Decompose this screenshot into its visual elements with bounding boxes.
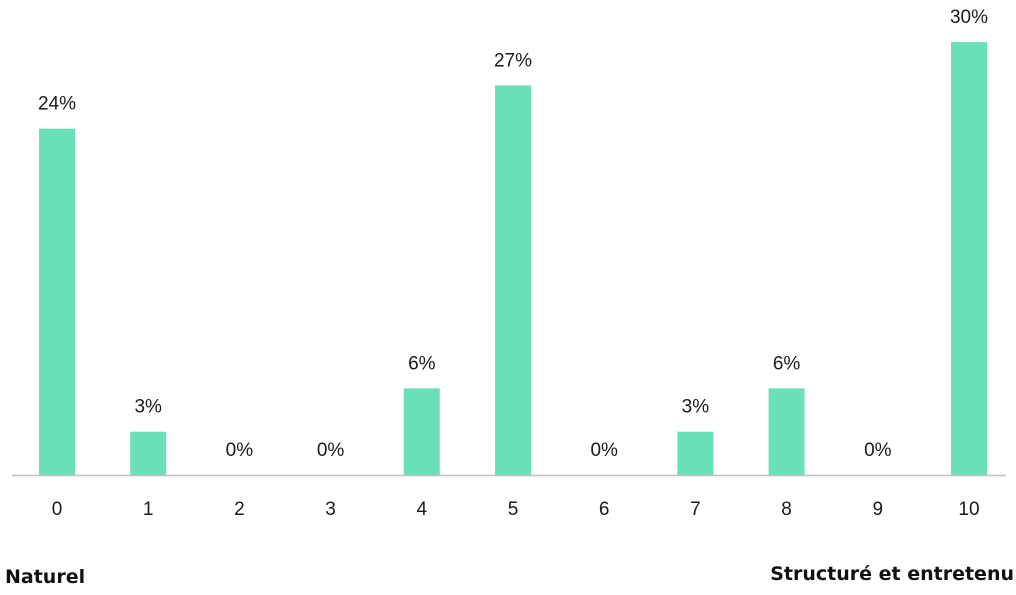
value-label-10: 30% — [950, 7, 988, 28]
bar-4 — [403, 388, 440, 475]
value-label-6: 0% — [590, 440, 618, 461]
x-tick-label-6: 6 — [599, 499, 610, 520]
bar-0 — [39, 128, 75, 475]
value-labels-layer: 24% 3% 0% 0% 6% 27% 0% 3% 6% 0% 30% — [38, 7, 988, 461]
x-tick-label-1: 1 — [143, 499, 154, 520]
value-label-4: 6% — [408, 353, 436, 374]
x-tick-label-10: 10 — [958, 499, 979, 520]
x-tick-labels-layer: 0 1 2 3 4 5 6 7 8 9 10 — [52, 499, 980, 520]
x-tick-label-0: 0 — [52, 499, 63, 520]
bar-10 — [951, 42, 987, 475]
bar-8 — [768, 388, 805, 475]
value-label-2: 0% — [226, 440, 254, 461]
value-label-9: 0% — [864, 440, 892, 461]
scale-left-label: Naturel — [5, 566, 86, 588]
x-tick-label-9: 9 — [873, 499, 884, 520]
value-label-1: 3% — [134, 397, 162, 418]
x-tick-label-3: 3 — [325, 499, 336, 520]
bar-5 — [495, 85, 531, 476]
x-tick-label-2: 2 — [234, 499, 245, 520]
bar-7 — [677, 431, 714, 475]
x-tick-label-7: 7 — [690, 499, 701, 520]
x-tick-label-5: 5 — [508, 499, 519, 520]
value-label-7: 3% — [682, 397, 710, 418]
x-tick-label-8: 8 — [781, 499, 792, 520]
scale-right-label: Structuré et entretenu — [770, 563, 1014, 585]
value-label-5: 27% — [494, 50, 532, 71]
x-tick-label-4: 4 — [417, 499, 428, 520]
bar-1 — [130, 431, 167, 475]
bars-layer — [39, 42, 987, 476]
value-label-3: 0% — [317, 440, 345, 461]
value-label-8: 6% — [773, 353, 801, 374]
value-label-0: 24% — [38, 94, 76, 115]
